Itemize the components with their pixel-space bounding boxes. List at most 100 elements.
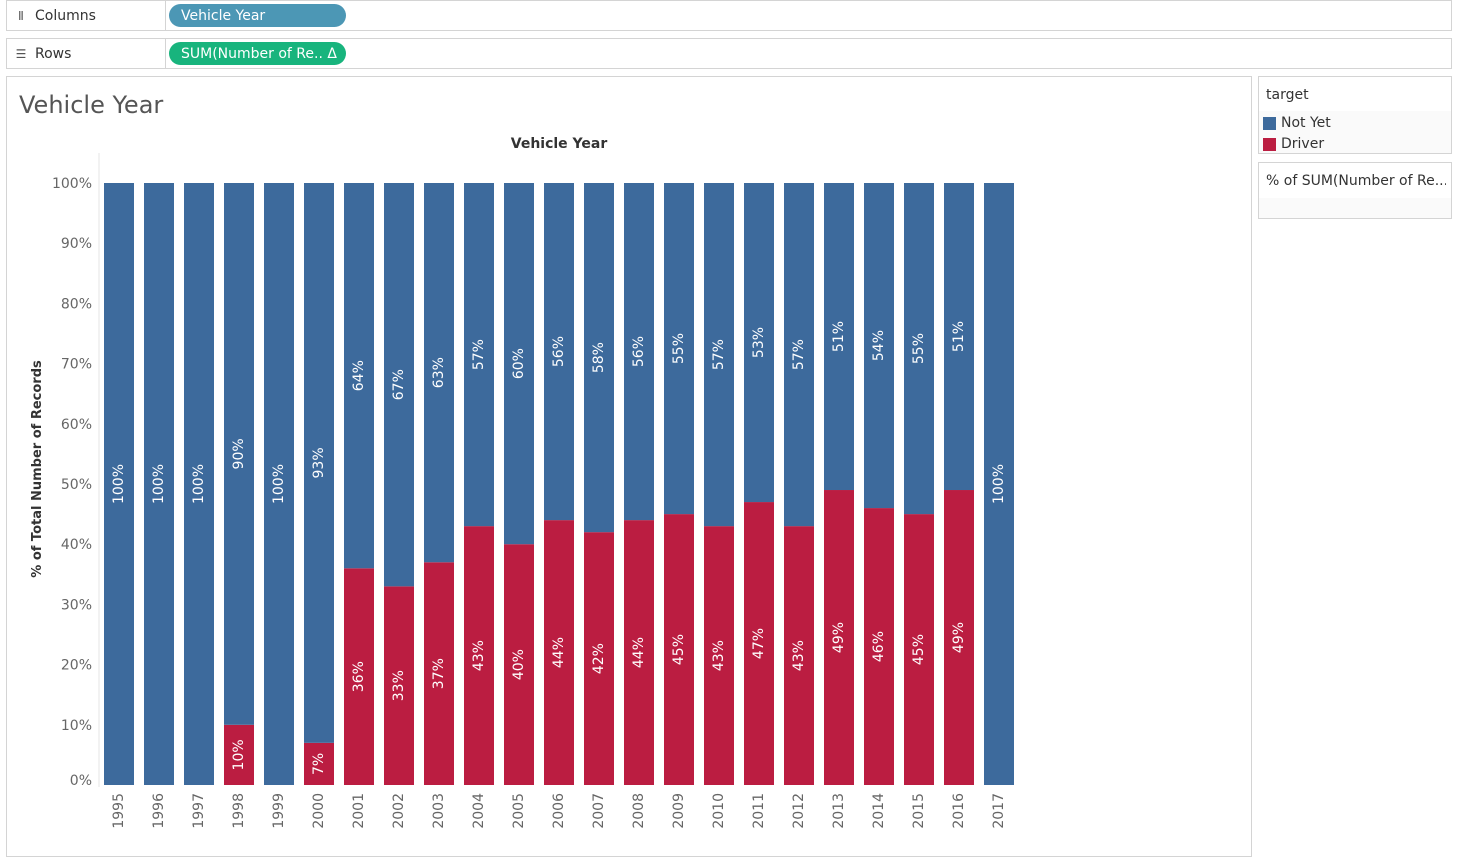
legend-label-driver: Driver	[1281, 136, 1325, 152]
data-label-not-yet: 100%	[191, 464, 207, 504]
data-label-not-yet: 63%	[431, 357, 447, 388]
bar-driver	[784, 526, 814, 785]
x-tick-label: 2000	[311, 793, 327, 829]
bar-not-yet	[904, 183, 934, 515]
legend-strip	[1259, 111, 1451, 153]
legend-label-not-yet: Not Yet	[1281, 115, 1331, 131]
bar-driver	[384, 586, 414, 785]
sum-records-pill[interactable]: SUM(Number of Re.. Δ	[169, 42, 346, 65]
data-label-driver: 40%	[511, 649, 527, 680]
stacked-bar-chart: Vehicle Year 0% 10% 20% 30% 40% 50% 60% 70% 80% 90…	[30, 136, 1014, 829]
data-label-not-yet: 93%	[311, 447, 327, 478]
bar-not-yet	[864, 183, 894, 509]
data-label-driver: 37%	[431, 658, 447, 689]
data-label-driver: 7%	[311, 753, 327, 775]
data-label-driver: 44%	[551, 637, 567, 668]
x-tick-label: 2004	[471, 793, 487, 829]
legend-item-not-yet[interactable]: Not Yet	[1263, 114, 1331, 132]
y-tick-label: 100%	[52, 176, 92, 192]
data-label-not-yet: 100%	[111, 464, 127, 504]
bar-not-yet	[224, 183, 254, 725]
y-axis-label: % of Total Number of Records	[30, 360, 45, 578]
bar-not-yet	[384, 183, 414, 587]
bar-not-yet	[944, 183, 974, 491]
y-tick-label: 90%	[61, 236, 92, 252]
bar-not-yet	[784, 183, 814, 527]
bar-not-yet	[104, 183, 134, 785]
y-tick-label: 80%	[61, 296, 92, 312]
legend-swatch-not-yet	[1263, 116, 1276, 130]
rows-shelf-label: ☰ Rows	[7, 39, 166, 68]
bar-not-yet	[704, 183, 734, 527]
data-label-not-yet: 100%	[991, 464, 1007, 504]
data-label-driver: 33%	[391, 670, 407, 701]
data-label-not-yet: 51%	[951, 321, 967, 352]
data-label-not-yet: 60%	[511, 348, 527, 379]
legend-swatch-driver	[1263, 137, 1276, 151]
bar-not-yet	[504, 183, 534, 545]
bar-driver	[944, 490, 974, 785]
bar-not-yet	[184, 183, 214, 785]
bar-driver	[824, 490, 854, 785]
data-label-driver: 36%	[351, 661, 367, 692]
data-label-not-yet: 55%	[911, 333, 927, 364]
bar-not-yet	[744, 183, 774, 503]
bar-not-yet	[584, 183, 614, 533]
data-label-not-yet: 54%	[871, 330, 887, 361]
rows-icon: ☰	[15, 46, 27, 61]
vehicle-year-pill[interactable]: Vehicle Year	[169, 4, 346, 27]
x-tick-label: 2011	[751, 793, 767, 829]
columns-icon: Ⅱ	[18, 8, 24, 23]
data-label-not-yet: 90%	[231, 438, 247, 469]
bar-driver	[544, 520, 574, 785]
data-label-driver: 10%	[231, 739, 247, 770]
y-tick-label: 10%	[61, 718, 92, 734]
data-label-driver: 44%	[631, 637, 647, 668]
bar-not-yet	[344, 183, 374, 569]
x-tick-label: 2017	[991, 793, 1007, 829]
measure-card: % of SUM(Number of Re...	[1258, 162, 1452, 219]
data-label-driver: 43%	[791, 640, 807, 671]
viz-panel: Vehicle Year Vehicle Year 0% 10% 20% 30% 40% 5…	[6, 76, 1252, 857]
x-tick-label: 2016	[951, 793, 967, 829]
bar-driver	[864, 508, 894, 785]
y-tick-label: 20%	[61, 658, 92, 674]
data-label-driver: 46%	[871, 631, 887, 662]
x-tick-label: 2001	[351, 793, 367, 829]
data-label-driver: 42%	[591, 643, 607, 674]
data-label-not-yet: 67%	[391, 369, 407, 400]
bar-not-yet	[424, 183, 454, 563]
x-tick-label: 2013	[831, 793, 847, 829]
data-label-driver: 43%	[471, 640, 487, 671]
data-label-driver: 43%	[711, 640, 727, 671]
legend-title: target	[1266, 87, 1309, 103]
x-tick-label: 2002	[391, 793, 407, 829]
data-label-not-yet: 64%	[351, 360, 367, 391]
x-tick-label: 2005	[511, 793, 527, 829]
x-tick-label: 2006	[551, 793, 567, 829]
x-tick-label: 2007	[591, 793, 607, 829]
x-tick-label: 1996	[151, 793, 167, 829]
bar-driver	[224, 724, 254, 785]
data-label-driver: 45%	[671, 634, 687, 665]
data-label-not-yet: 56%	[631, 336, 647, 367]
columns-shelf-label: Ⅱ Columns	[7, 1, 166, 30]
x-tick-label: 2010	[711, 793, 727, 829]
color-legend: target Not Yet Driver	[1258, 76, 1452, 154]
data-label-driver: 47%	[751, 628, 767, 659]
x-tick-label: 2009	[671, 793, 687, 829]
bar-not-yet	[304, 183, 334, 743]
data-label-not-yet: 100%	[151, 464, 167, 504]
x-tick-label: 1997	[191, 793, 207, 829]
legend-item-driver[interactable]: Driver	[1263, 135, 1324, 153]
measure-card-title: % of SUM(Number of Re...	[1266, 173, 1446, 189]
bar-not-yet	[824, 183, 854, 491]
data-label-driver: 45%	[911, 634, 927, 665]
bar-driver	[624, 520, 654, 785]
y-tick-label: 70%	[61, 357, 92, 373]
chart-title: Vehicle Year	[511, 136, 608, 152]
y-tick-label: 40%	[61, 537, 92, 553]
x-tick-label: 2012	[791, 793, 807, 829]
data-label-not-yet: 51%	[831, 321, 847, 352]
bar-not-yet	[144, 183, 174, 785]
